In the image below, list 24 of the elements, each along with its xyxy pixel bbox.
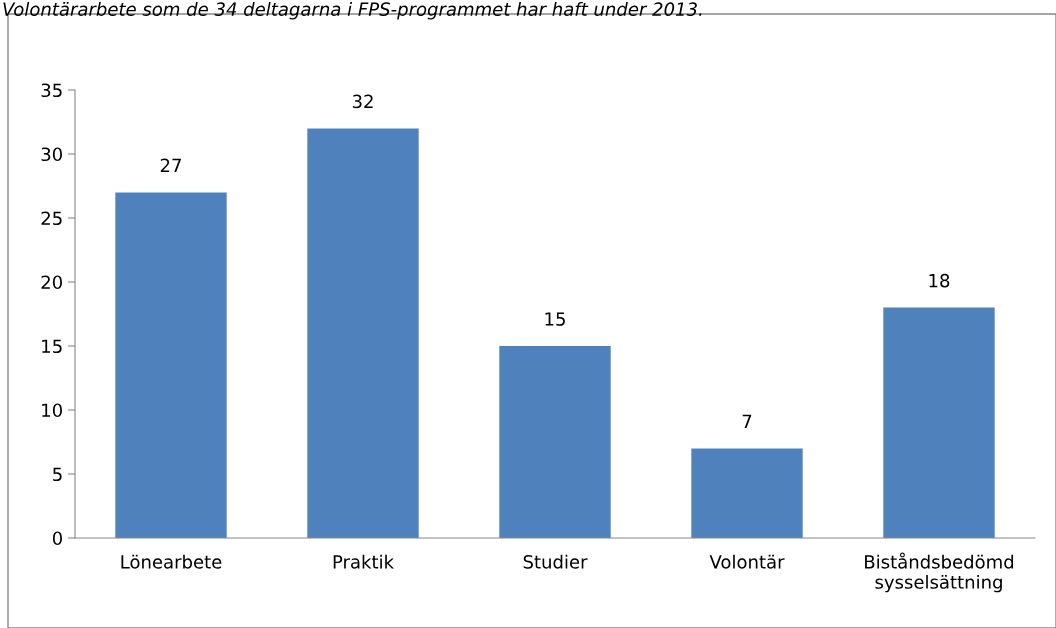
bar	[883, 307, 995, 538]
y-tick-label: 15	[42, 339, 62, 354]
y-tick-label: 35	[41, 83, 62, 98]
data-label: 27	[160, 158, 181, 172]
y-tick-label: 30	[41, 147, 62, 162]
x-tick-label: Lönearbete	[121, 554, 222, 569]
data-label: 15	[545, 312, 565, 326]
y-tick-label: 10	[42, 403, 62, 418]
bar	[115, 192, 227, 538]
x-tick-label: Praktik	[333, 554, 394, 569]
bar	[499, 346, 611, 538]
x-tick-label: Studier	[523, 554, 588, 569]
data-label: 18	[929, 273, 950, 288]
y-tick-label: 20	[41, 275, 62, 290]
data-label: 7	[742, 414, 752, 428]
x-tick-label: Volontär	[709, 554, 785, 569]
chart-title: Volontärarbete som de 34 deltagarna i FPS-programmet har haft under 2013.	[3, 2, 702, 20]
data-label: 32	[352, 94, 373, 109]
bar	[307, 128, 419, 538]
bar	[691, 448, 803, 538]
y-tick-label: 5	[53, 467, 62, 482]
x-tick-label: Biståndsbedömd sysselsättning	[865, 552, 1014, 593]
y-tick-label: 25	[41, 211, 62, 226]
y-tick-label: 0	[52, 531, 62, 546]
